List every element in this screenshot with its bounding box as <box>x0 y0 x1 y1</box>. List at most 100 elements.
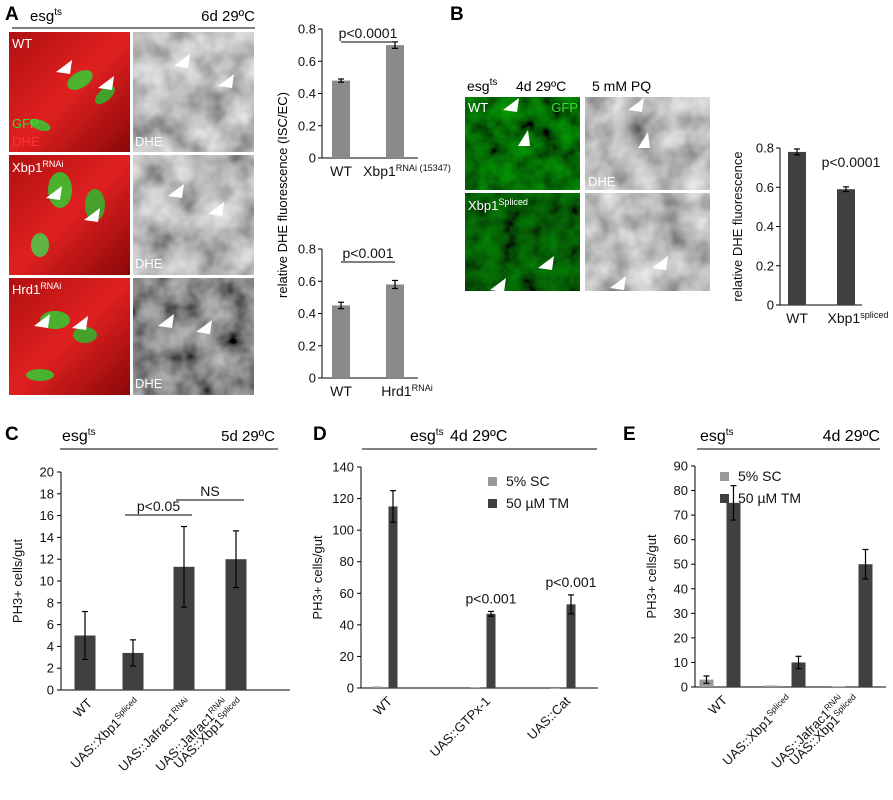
bar <box>388 506 398 688</box>
panel-c-condition: 5d 29ºC <box>221 428 275 445</box>
label-b-dhe: DHE <box>588 174 616 189</box>
y-tick-label: 16 <box>40 508 54 523</box>
label-a-hrd1: Hrd1RNAi <box>12 281 61 297</box>
y-tick-label: 50 <box>674 557 688 572</box>
y-tick-label: 120 <box>332 491 354 506</box>
significance-label: p<0.001 <box>546 574 597 590</box>
y-tick-label: 0.2 <box>756 258 774 273</box>
x-tick-label: UAS::GTPx-1 <box>427 694 493 760</box>
y-tick-label: 100 <box>332 523 354 538</box>
y-tick-label: 10 <box>40 574 54 589</box>
y-tick-label: 0.8 <box>298 242 316 257</box>
y-tick-label: 14 <box>40 530 54 545</box>
y-tick-label: 0.6 <box>298 54 316 69</box>
y-tick-label: 0 <box>309 151 316 166</box>
significance-label: p<0.0001 <box>822 154 881 170</box>
panel-c-genotype: esgts <box>62 427 96 445</box>
label-a-dhe-2: DHE <box>135 256 163 271</box>
y-tick-label: 18 <box>40 486 54 501</box>
x-tick-label: WT <box>70 695 95 720</box>
legend-swatch <box>488 499 497 508</box>
x-tick-label: WT <box>370 693 395 718</box>
bar <box>173 566 195 690</box>
x-tick-label: UAS::Cat <box>524 693 573 742</box>
bar <box>726 502 741 687</box>
y-tick-label: 0 <box>309 371 316 386</box>
chart-a-xbp1: 0 0.2 0.4 0.6 0.8 WT Xbp1RNAi (15347) p<0.0001 <box>298 22 451 180</box>
y-tick-label: 20 <box>674 630 688 645</box>
legend-swatch <box>488 477 497 486</box>
legend-swatch <box>720 494 729 503</box>
significance-label: p<0.001 <box>466 590 517 606</box>
panel-letter-d: D <box>313 424 327 445</box>
chart-b: 0 0.2 0.4 0.6 0.8 relative DHE fluorescence WT… <box>730 141 889 327</box>
y-tick-label: 0.2 <box>298 118 316 133</box>
y-tick-label: 60 <box>674 532 688 547</box>
panel-a-ylabel: relative DHE fluorescence (ISC/EC) <box>275 92 290 298</box>
significance-label: p<0.001 <box>343 245 394 261</box>
y-tick-label: 140 <box>332 460 354 475</box>
legend-entry: 5% SC <box>738 468 782 484</box>
y-tick-label: 90 <box>674 459 688 474</box>
x-tick-label: WT <box>786 310 808 326</box>
panel-a-condition: 6d 29ºC <box>201 8 255 25</box>
panel-b-images <box>465 97 710 292</box>
bar <box>332 305 350 378</box>
bar <box>74 635 96 690</box>
y-axis-label: PH3+ cells/gut <box>644 534 659 619</box>
label-a-dhe-1: DHE <box>135 134 163 149</box>
y-tick-label: 12 <box>40 552 54 567</box>
x-tick-label: Xbp1spliced <box>827 310 888 326</box>
bar <box>386 284 404 378</box>
panel-b-condition: 4d 29ºC <box>516 78 566 94</box>
panel-b-genotype: esgts <box>467 77 497 94</box>
y-tick-label: 0 <box>681 680 688 695</box>
panel-a-genotype: esgts <box>30 7 62 25</box>
y-axis-label: relative DHE fluorescence <box>730 151 745 301</box>
x-tick-label: WT <box>705 692 730 717</box>
panel-letter-e: E <box>623 424 636 445</box>
y-tick-label: 0 <box>47 683 54 698</box>
legend-entry: 50 µM TM <box>506 495 569 511</box>
label-b-wt: WT <box>468 100 488 115</box>
y-tick-label: 0.6 <box>756 180 774 195</box>
x-tick-label: Hrd1RNAi <box>381 383 433 399</box>
panel-a-images <box>9 32 254 395</box>
y-tick-label: 30 <box>674 606 688 621</box>
bar <box>332 80 350 158</box>
y-axis-label: PH3+ cells/gut <box>10 539 25 624</box>
bar <box>225 559 247 690</box>
y-tick-label: 0.4 <box>298 306 316 321</box>
micrograph-a-wt-dhe <box>133 32 254 152</box>
label-a-gfp: GFP <box>12 116 39 131</box>
y-tick-label: 80 <box>340 554 354 569</box>
label-b-gfp: GFP <box>551 100 578 115</box>
micrograph-a-xbp1-dhe <box>133 155 254 275</box>
label-a-wt: WT <box>12 36 32 51</box>
arrowheads-b <box>490 98 668 292</box>
arrowheads-a <box>34 54 234 334</box>
y-tick-label: 4 <box>47 639 54 654</box>
legend-swatch <box>720 472 729 481</box>
bar <box>791 662 806 687</box>
bar <box>550 688 560 689</box>
panel-letter-c: C <box>5 424 19 445</box>
bar <box>788 151 806 305</box>
y-tick-label: 40 <box>674 581 688 596</box>
bar <box>831 686 846 688</box>
bar <box>470 687 480 689</box>
x-tick-label: Xbp1RNAi (15347) <box>363 163 451 179</box>
bar <box>372 686 382 688</box>
y-tick-label: 0.2 <box>298 338 316 353</box>
bar <box>566 604 576 688</box>
y-tick-label: 8 <box>47 595 54 610</box>
significance-label: p<0.05 <box>137 498 180 514</box>
panel-letter-b: B <box>450 4 464 25</box>
micrograph-b-xbp1-dhe <box>585 193 710 291</box>
bar <box>486 613 496 688</box>
bar <box>386 45 404 158</box>
